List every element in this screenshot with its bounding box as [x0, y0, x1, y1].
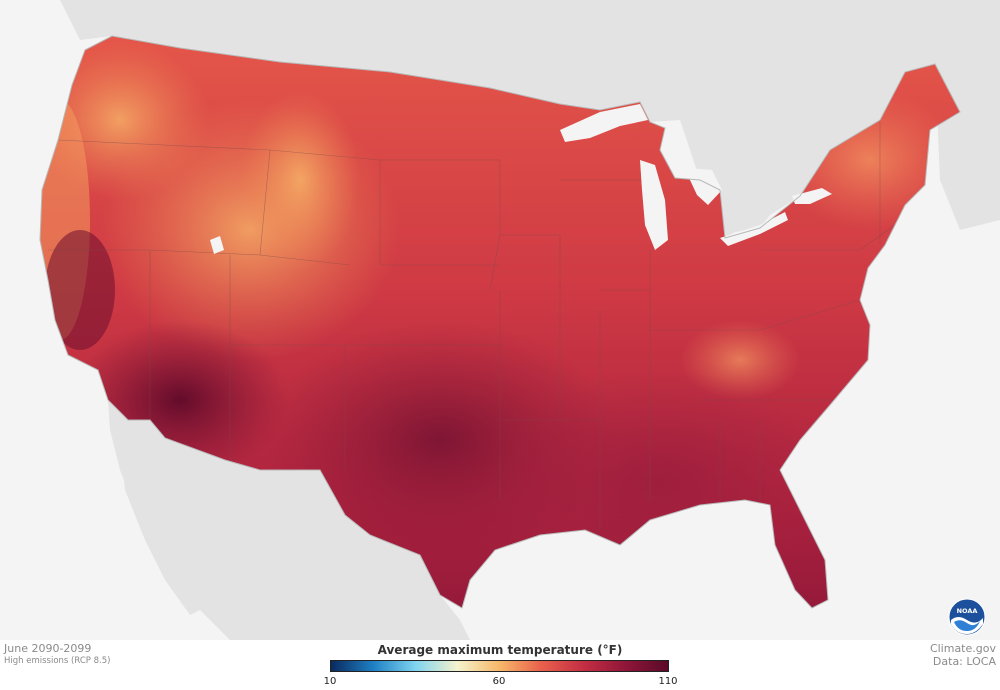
lake-superior — [560, 104, 648, 142]
state-borders — [48, 120, 931, 530]
lake-erie — [720, 212, 788, 246]
lake-michigan — [640, 160, 668, 250]
noaa-logo-text: NOAA — [957, 607, 978, 615]
credit-data-source: Data: LOCA — [932, 655, 996, 668]
us-temperature-map — [0, 0, 1000, 640]
great-salt-lake — [210, 236, 224, 254]
legend-tick-mid: 60 — [492, 676, 506, 687]
legend-tick-max: 110 — [658, 676, 678, 687]
scenario-label: High emissions (RCP 8.5) — [4, 656, 111, 666]
legend-color-bar — [330, 660, 669, 672]
legend-tick-min: 10 — [323, 676, 337, 687]
canada-land — [0, 0, 1000, 238]
credit-site[interactable]: Climate.gov — [929, 642, 996, 655]
legend-title: Average maximum temperature (°F) — [377, 643, 623, 657]
period-label: June 2090-2099 — [4, 642, 92, 655]
lake-huron — [688, 168, 722, 205]
noaa-logo-icon[interactable]: NOAA — [948, 598, 986, 636]
mexico-land — [108, 400, 470, 640]
footer: June 2090-2099 High emissions (RCP 8.5) … — [0, 640, 1000, 690]
us-outline — [39, 35, 961, 609]
map-area: NOAA — [0, 0, 1000, 640]
lake-ontario — [792, 188, 832, 204]
baja-california — [118, 425, 200, 615]
